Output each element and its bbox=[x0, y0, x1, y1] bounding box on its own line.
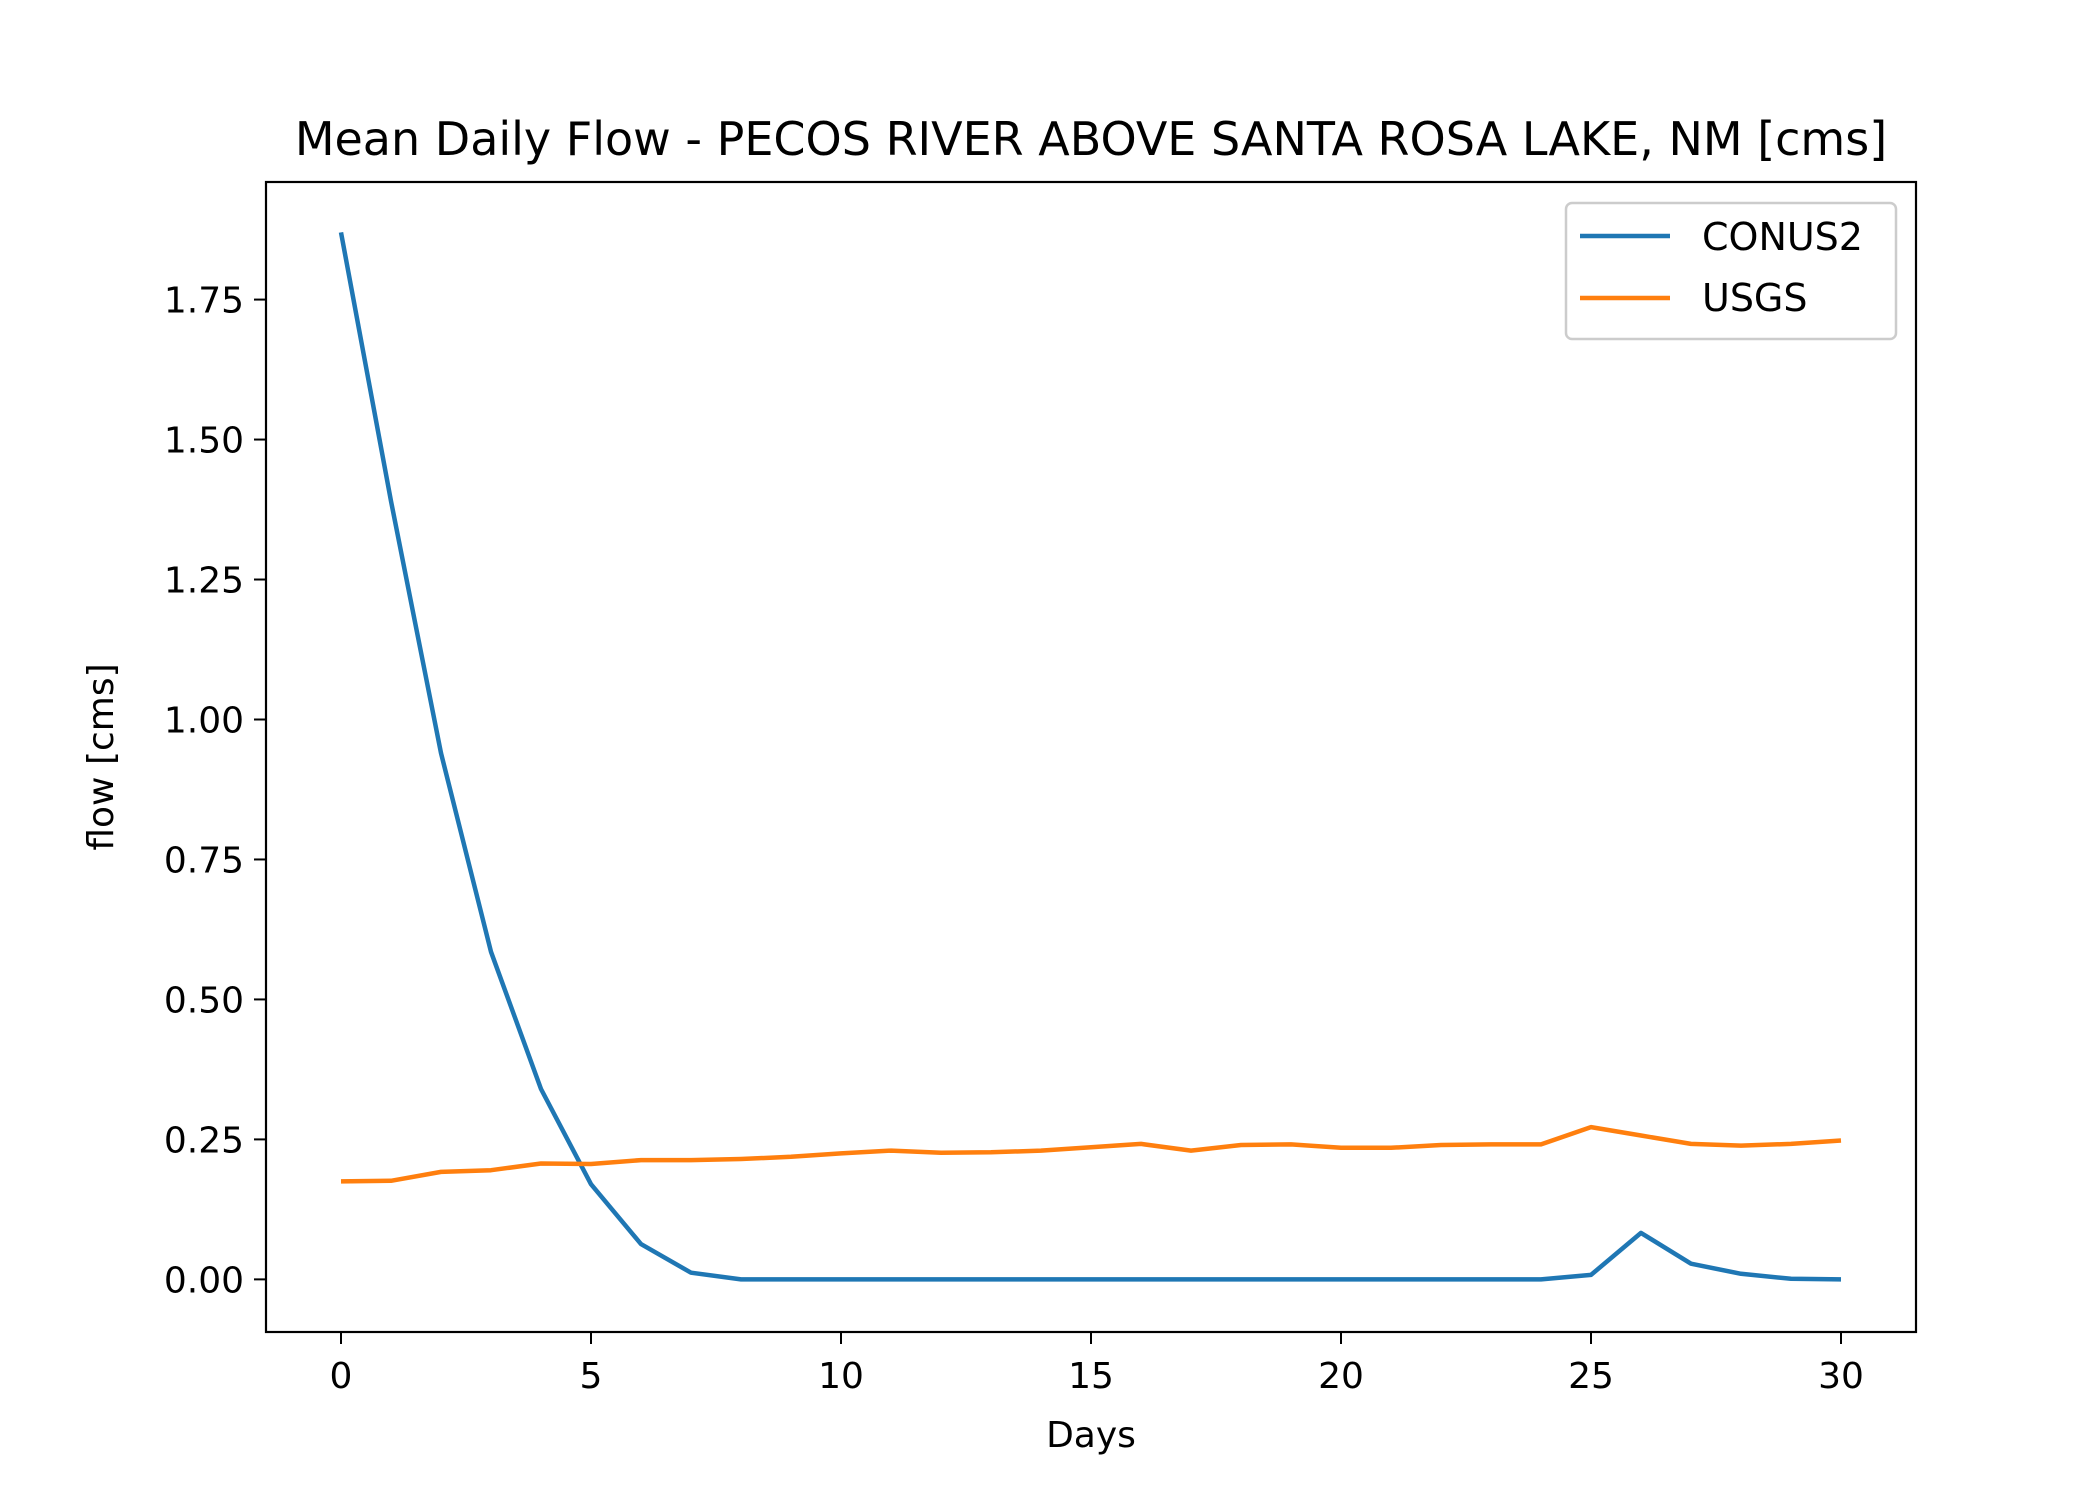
y-tick-label: 1.25 bbox=[164, 561, 244, 602]
y-tick-label: 0.50 bbox=[164, 980, 244, 1021]
x-axis: 0 5 10 15 20 25 30 bbox=[330, 1332, 1864, 1397]
series-line-conus2 bbox=[338, 231, 1842, 1282]
x-tick-label: 25 bbox=[1568, 1356, 1614, 1397]
y-tick-label: 0.75 bbox=[164, 840, 244, 881]
chart-title: Mean Daily Flow - PECOS RIVER ABOVE SANT… bbox=[295, 112, 1887, 166]
legend-label-conus2: CONUS2 bbox=[1702, 215, 1863, 259]
series-line-usgs bbox=[340, 1124, 1842, 1184]
plot-area bbox=[264, 180, 1918, 1334]
y-tick-label: 1.75 bbox=[164, 281, 244, 322]
y-tick-label: 1.00 bbox=[164, 700, 244, 741]
x-tick-label: 5 bbox=[580, 1356, 603, 1397]
legend: CONUS2 USGS bbox=[1564, 201, 1898, 341]
x-tick-label: 10 bbox=[818, 1356, 864, 1397]
x-tick-label: 20 bbox=[1318, 1356, 1364, 1397]
x-tick-label: 15 bbox=[1068, 1356, 1114, 1397]
legend-label-usgs: USGS bbox=[1702, 276, 1808, 320]
x-tick-label: 30 bbox=[1818, 1356, 1864, 1397]
x-axis-label: Days bbox=[1046, 1415, 1136, 1456]
y-tick-label: 0.25 bbox=[164, 1120, 244, 1161]
y-axis: 0.00 0.25 0.50 0.75 1.00 1.25 1.50 1.75 bbox=[164, 281, 266, 1301]
y-axis-label: flow [cms] bbox=[81, 663, 122, 850]
x-tick-label: 0 bbox=[330, 1356, 353, 1397]
series-lines bbox=[338, 231, 1842, 1282]
y-tick-label: 1.50 bbox=[164, 421, 244, 462]
y-tick-label: 0.00 bbox=[164, 1260, 244, 1301]
